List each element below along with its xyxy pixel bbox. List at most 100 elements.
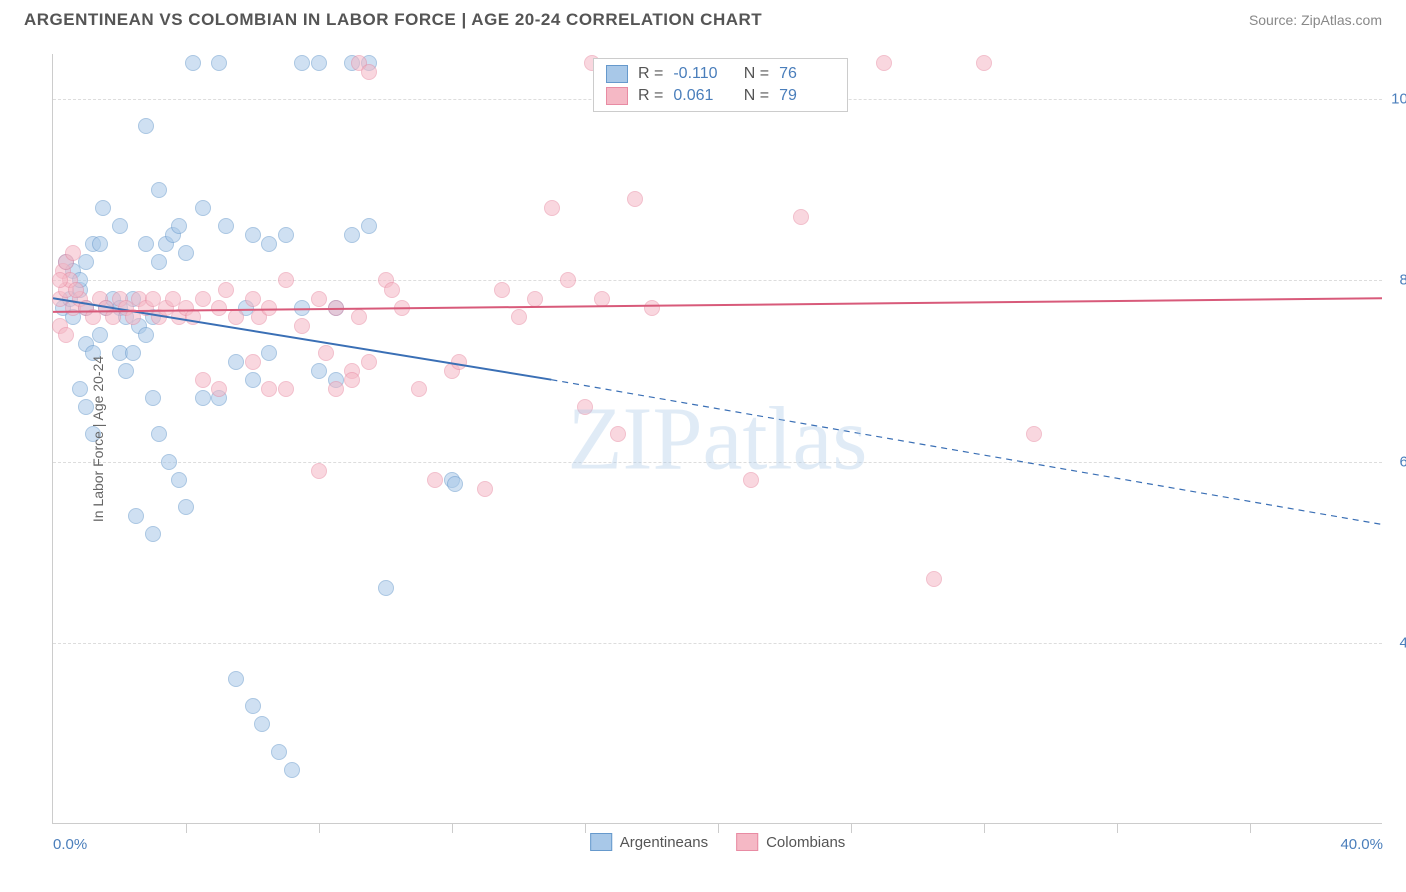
x-minor-tick — [1117, 823, 1118, 833]
data-point — [178, 499, 194, 515]
x-minor-tick — [851, 823, 852, 833]
data-point — [311, 55, 327, 71]
x-minor-tick — [319, 823, 320, 833]
data-point — [185, 309, 201, 325]
data-point — [78, 254, 94, 270]
data-point — [560, 272, 576, 288]
data-point — [211, 55, 227, 71]
data-point — [128, 508, 144, 524]
chart-title: ARGENTINEAN VS COLOMBIAN IN LABOR FORCE … — [24, 10, 762, 30]
data-point — [361, 64, 377, 80]
data-point — [311, 363, 327, 379]
data-point — [195, 372, 211, 388]
legend-swatch — [736, 833, 758, 851]
data-point — [610, 426, 626, 442]
data-point — [245, 698, 261, 714]
data-point — [311, 291, 327, 307]
data-point — [112, 218, 128, 234]
data-point — [477, 481, 493, 497]
legend-item: Colombians — [736, 833, 845, 851]
data-point — [451, 354, 467, 370]
data-point — [218, 282, 234, 298]
data-point — [218, 218, 234, 234]
data-point — [118, 363, 134, 379]
data-point — [195, 200, 211, 216]
data-point — [145, 390, 161, 406]
data-point — [254, 716, 270, 732]
data-point — [743, 472, 759, 488]
data-point — [577, 399, 593, 415]
data-point — [328, 381, 344, 397]
data-point — [361, 218, 377, 234]
data-point — [311, 463, 327, 479]
legend-item: Argentineans — [590, 833, 708, 851]
data-point — [294, 55, 310, 71]
data-point — [271, 744, 287, 760]
data-point — [427, 472, 443, 488]
data-point — [145, 526, 161, 542]
data-point — [328, 300, 344, 316]
data-point — [384, 282, 400, 298]
data-point — [378, 580, 394, 596]
y-tick-label: 60.0% — [1399, 453, 1406, 470]
data-point — [644, 300, 660, 316]
data-point — [245, 354, 261, 370]
data-point — [211, 300, 227, 316]
x-minor-tick — [452, 823, 453, 833]
legend-swatch — [590, 833, 612, 851]
n-value: 76 — [779, 65, 835, 83]
data-point — [261, 345, 277, 361]
data-point — [245, 372, 261, 388]
data-point — [511, 309, 527, 325]
y-tick-label: 40.0% — [1399, 634, 1406, 651]
data-point — [394, 300, 410, 316]
gridline — [53, 462, 1382, 463]
gridline — [53, 280, 1382, 281]
x-tick-label: 40.0% — [1340, 836, 1383, 853]
data-point — [92, 327, 108, 343]
data-point — [544, 200, 560, 216]
data-point — [245, 291, 261, 307]
legend-swatch — [606, 65, 628, 83]
data-point — [228, 309, 244, 325]
data-point — [228, 354, 244, 370]
data-point — [411, 381, 427, 397]
data-point — [195, 390, 211, 406]
n-label: N = — [739, 87, 769, 105]
r-value: -0.110 — [673, 65, 729, 83]
data-point — [178, 245, 194, 261]
data-point — [228, 671, 244, 687]
gridline — [53, 643, 1382, 644]
stats-legend: R =-0.110 N =76R =0.061 N =79 — [593, 58, 848, 112]
data-point — [361, 354, 377, 370]
data-point — [344, 227, 360, 243]
data-point — [294, 318, 310, 334]
data-point — [161, 454, 177, 470]
x-minor-tick — [186, 823, 187, 833]
data-point — [138, 118, 154, 134]
data-point — [95, 200, 111, 216]
data-point — [261, 381, 277, 397]
data-point — [195, 291, 211, 307]
data-point — [876, 55, 892, 71]
data-point — [294, 300, 310, 316]
data-point — [171, 218, 187, 234]
data-point — [344, 372, 360, 388]
data-point — [926, 571, 942, 587]
x-tick-label: 0.0% — [53, 836, 87, 853]
data-point — [151, 426, 167, 442]
data-point — [68, 282, 84, 298]
data-point — [211, 381, 227, 397]
data-point — [125, 345, 141, 361]
data-point — [447, 476, 463, 492]
x-minor-tick — [1250, 823, 1251, 833]
series-legend: Argentineans Colombians — [590, 833, 846, 851]
data-point — [278, 272, 294, 288]
data-point — [261, 300, 277, 316]
chart-area: 40.0%60.0%80.0%100.0%0.0%40.0% ZIPatlas … — [52, 54, 1382, 824]
data-point — [58, 327, 74, 343]
data-point — [278, 227, 294, 243]
source-label: Source: ZipAtlas.com — [1249, 12, 1382, 28]
stats-row: R =-0.110 N =76 — [606, 63, 835, 85]
data-point — [151, 182, 167, 198]
